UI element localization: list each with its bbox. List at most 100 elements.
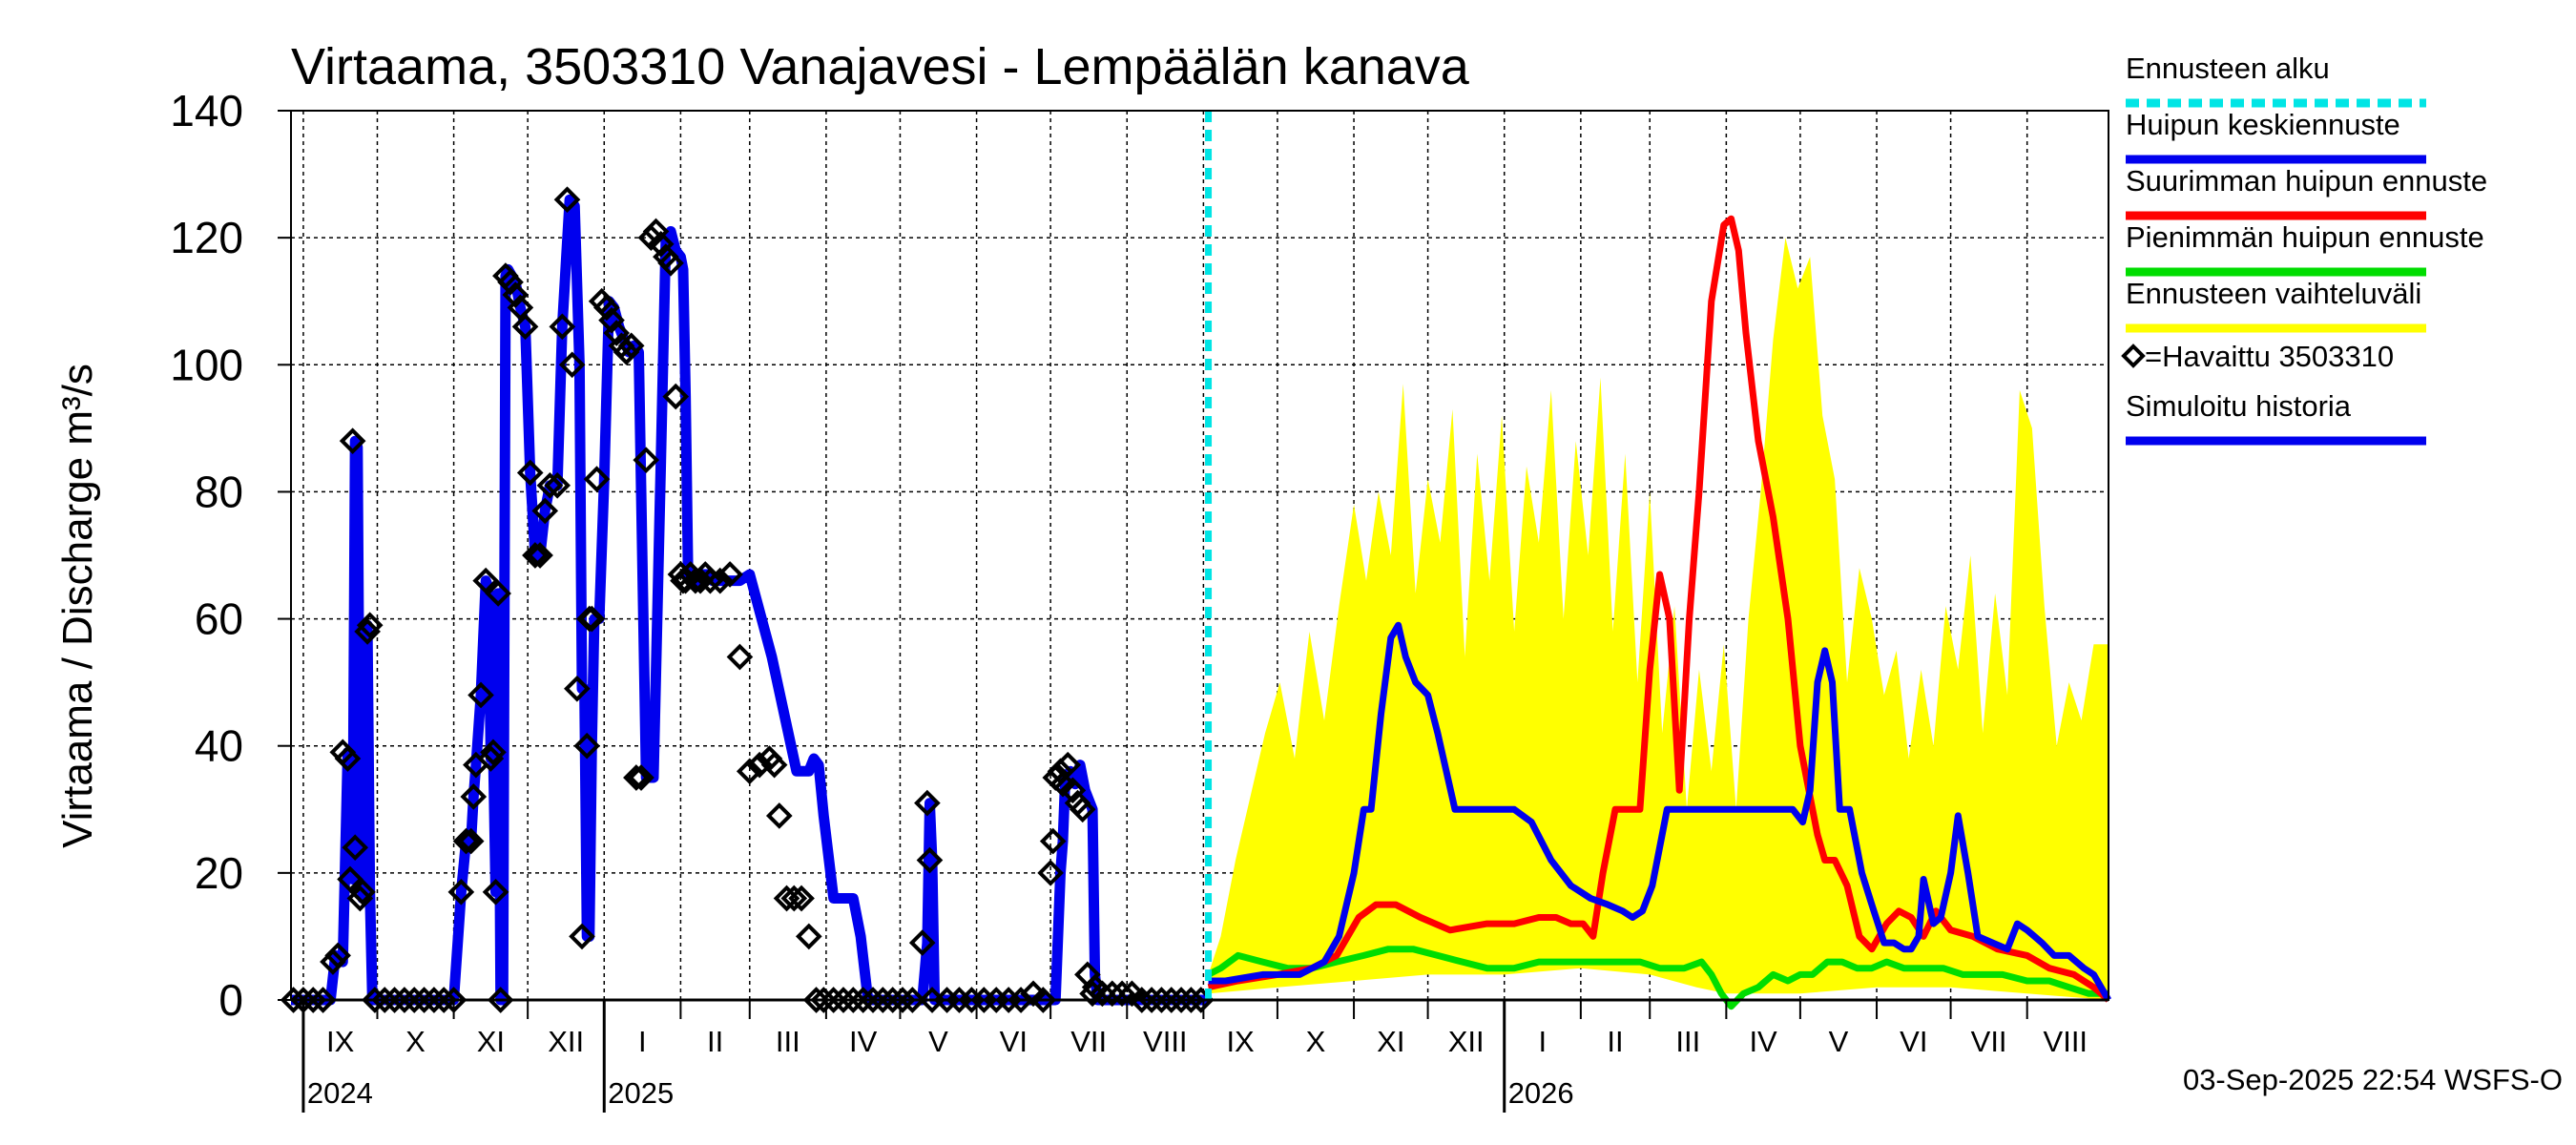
legend-label: Ennusteen alku <box>2126 52 2330 85</box>
x-tick-labels: IX X XI XII I II III IV V VI VII VIII IX X XI XII I II III… <box>307 1025 2088 1110</box>
observed-point <box>726 643 754 671</box>
legend-label: Huipun keskiennuste <box>2126 108 2400 141</box>
observed-point <box>1128 987 1155 1013</box>
observed-point <box>569 923 595 950</box>
observed-point <box>633 447 660 473</box>
observed-point <box>760 751 788 779</box>
observed-point <box>879 987 906 1013</box>
observed-point <box>914 789 941 817</box>
year-tick-label: 2025 <box>608 1076 674 1110</box>
observed-point <box>593 294 620 322</box>
observed-point <box>502 281 530 308</box>
observed-point <box>536 471 564 499</box>
month-tick-label: VIII <box>1143 1025 1188 1058</box>
observed-point <box>482 879 509 906</box>
observed-point <box>1109 980 1135 1008</box>
observed-point <box>391 987 418 1013</box>
observed-point <box>765 802 793 829</box>
month-tick-label: II <box>707 1025 723 1058</box>
observed-point <box>849 987 877 1013</box>
observed-point <box>657 249 684 277</box>
observed-markers <box>280 186 1215 1013</box>
legend: Ennusteen alku Huipun keskiennuste Suurimm… <box>2121 52 2487 446</box>
year-tick-label: 2026 <box>1508 1076 1574 1110</box>
month-tick-label: IX <box>326 1025 355 1058</box>
observed-point <box>1168 987 1195 1013</box>
observed-point <box>617 332 645 360</box>
observed-point <box>460 783 488 810</box>
observed-point <box>613 339 640 365</box>
y-tick-label: 20 <box>195 848 243 898</box>
observed-point <box>647 230 675 258</box>
year-tick-label: 2024 <box>307 1076 373 1110</box>
legend-label: =Havaittu 3503310 <box>2145 340 2394 373</box>
observed-point <box>860 987 886 1013</box>
month-tick-label: IV <box>1749 1025 1777 1058</box>
month-tick-label: VI <box>1000 1025 1028 1058</box>
observed-point <box>780 885 808 912</box>
observed-point <box>371 987 399 1013</box>
month-tick-label: III <box>776 1025 800 1058</box>
observed-point <box>300 987 327 1013</box>
observed-point <box>840 987 867 1013</box>
observed-point <box>573 732 601 760</box>
month-tick-label: XII <box>548 1025 584 1058</box>
legend-label: Suurimman huipun ennuste <box>2126 164 2487 198</box>
month-tick-label: VII <box>1070 1025 1107 1058</box>
observed-point <box>810 987 838 1013</box>
chart-title: Virtaama, 3503310 Vanajavesi - Lempäälän… <box>291 38 1470 95</box>
observed-point <box>497 268 524 296</box>
month-tick-label: V <box>928 1025 948 1058</box>
observed-point <box>320 948 346 975</box>
observed-point <box>696 567 724 594</box>
month-tick-label: IV <box>849 1025 878 1058</box>
observed-point <box>916 846 944 874</box>
observed-point <box>324 942 351 969</box>
observed-point <box>467 681 494 709</box>
min-forecast-line <box>1206 946 2109 1010</box>
month-tick-label: XI <box>477 1025 505 1058</box>
observed-point <box>642 218 670 245</box>
legend-label: Ennusteen vaihteluväli <box>2126 277 2421 310</box>
observed-point <box>544 471 571 499</box>
observed-point <box>334 745 362 772</box>
observed-point <box>662 383 690 410</box>
observed-point <box>1054 751 1082 779</box>
observed-point <box>788 885 815 912</box>
month-tick-label: X <box>1306 1025 1326 1058</box>
observed-point <box>381 987 408 1013</box>
month-tick-label: X <box>405 1025 426 1058</box>
y-tick-label: 0 <box>218 975 243 1025</box>
observed-point <box>356 612 384 639</box>
median-forecast-line <box>1208 621 2112 1002</box>
observed-point <box>362 987 388 1013</box>
observed-point <box>583 466 611 492</box>
month-tick-label: V <box>1829 1025 1849 1058</box>
observed-point <box>401 987 428 1013</box>
month-tick-label: XII <box>1448 1025 1485 1058</box>
observed-point <box>564 675 591 702</box>
observed-point <box>1037 860 1064 886</box>
observed-point <box>706 567 734 594</box>
observed-point <box>820 987 847 1013</box>
y-tick-label: 120 <box>170 213 243 262</box>
y-tick-label: 40 <box>195 721 243 771</box>
observed-point <box>339 427 366 454</box>
observed-point <box>447 879 475 906</box>
observed-point <box>889 987 916 1013</box>
observed-point <box>628 764 654 791</box>
observed-point <box>1039 827 1067 855</box>
observed-point <box>280 987 307 1013</box>
observed-point <box>349 879 376 906</box>
observed-point <box>480 739 507 766</box>
observed-point <box>1177 987 1205 1013</box>
observed-point <box>553 186 581 214</box>
observed-point <box>1138 987 1165 1013</box>
observed-point <box>410 987 438 1013</box>
observed-point <box>487 987 514 1013</box>
observed-point <box>457 827 485 855</box>
observed-point <box>1157 987 1185 1013</box>
month-tick-label: I <box>1538 1025 1547 1058</box>
observed-point <box>511 313 539 341</box>
month-tick-label: VI <box>1900 1025 1927 1058</box>
